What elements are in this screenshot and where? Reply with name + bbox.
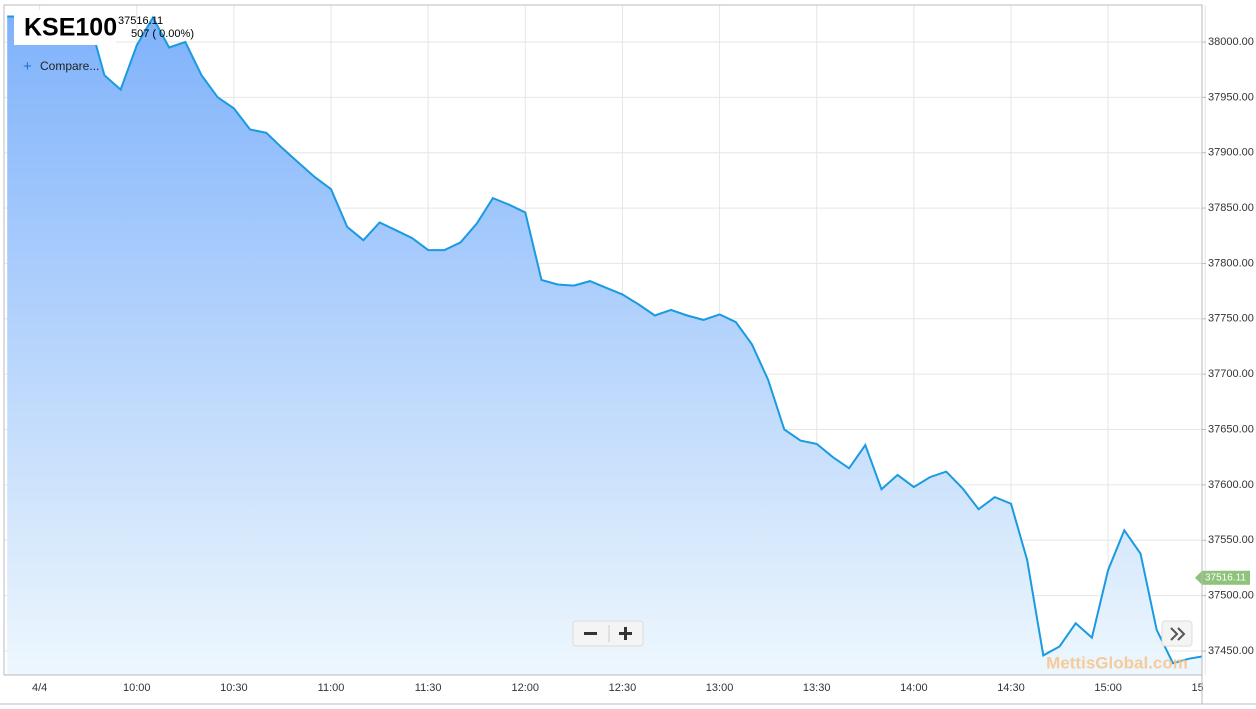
zoom-box (572, 620, 644, 647)
y-tick-label: 37500.00 (1208, 590, 1254, 602)
zoom-out[interactable] (584, 632, 597, 635)
zoom-controls (572, 620, 644, 647)
last-price-tag (1195, 570, 1250, 585)
y-tick-label: 38000.00 (1208, 36, 1254, 48)
x-tick-label: 10:30 (220, 682, 248, 694)
y-tick-label: 37900.00 (1208, 147, 1254, 159)
x-tick-label: 13:00 (706, 682, 734, 694)
y-tick-label: 37600.00 (1208, 479, 1254, 491)
y-tick-label: 37700.00 (1208, 368, 1254, 380)
scroll-right[interactable] (1161, 620, 1193, 647)
header-box (14, 10, 116, 45)
y-tick-label: 37450.00 (1208, 645, 1254, 657)
y-tick-label: 37750.00 (1208, 313, 1254, 325)
x-tick-label: 14:30 (997, 682, 1025, 694)
y-tick-label: 37550.00 (1208, 534, 1254, 546)
y-tick-label: 37950.00 (1208, 91, 1254, 103)
x-tick-label: 10:00 (123, 682, 151, 694)
compare-label[interactable]: Compare... (40, 59, 99, 73)
x-tick-label: 14:00 (900, 682, 928, 694)
y-tick-label: 37650.00 (1208, 423, 1254, 435)
last-price-label: 37516.11 (1205, 572, 1246, 583)
x-tick-label: 15:00 (1094, 682, 1122, 694)
watermark: MettisGlobal.com (1046, 653, 1188, 672)
x-tick-label: 4/4 (32, 682, 47, 694)
x-tick-label: 11:00 (318, 682, 345, 694)
chevrons (1170, 627, 1186, 641)
symbol: KSE100 (24, 14, 117, 42)
compare-button[interactable]: + Compare... (23, 58, 99, 75)
x-tick-label: 13:30 (803, 682, 831, 694)
y-tick-label: 37850.00 (1208, 202, 1254, 214)
price-line (7, 15, 1203, 665)
plus-icon: + (23, 58, 32, 75)
zoom-in-bar (624, 627, 627, 640)
price: 37516.11 (118, 15, 163, 27)
x-tick-label: 15:30 (1191, 682, 1219, 694)
y-tick-label: 37800.00 (1208, 257, 1254, 269)
change: 507 ( 0.00%) (131, 28, 194, 40)
x-tick-label: 12:30 (609, 682, 637, 694)
x-tick-label: 12:00 (512, 682, 540, 694)
x-tick-label: 11:30 (415, 682, 442, 694)
area-fill (7, 16, 1203, 675)
